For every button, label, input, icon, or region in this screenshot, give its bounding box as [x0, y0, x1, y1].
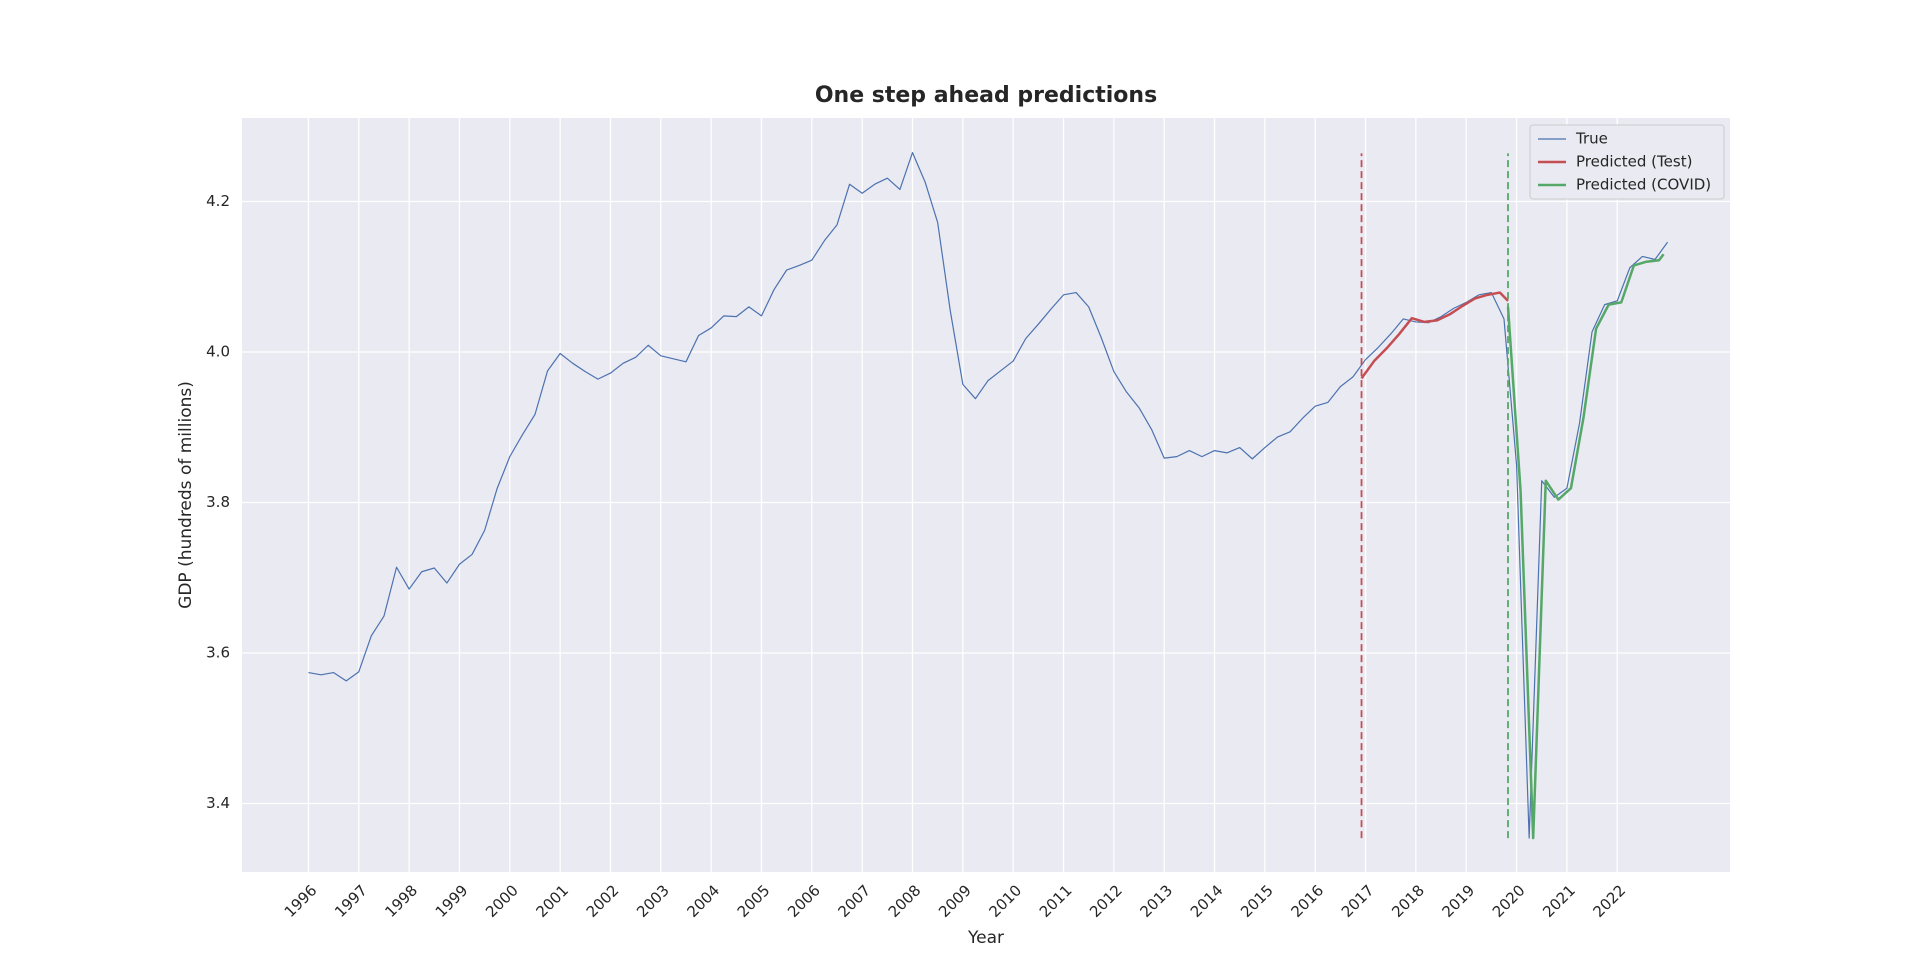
legend: True Predicted (Test) Predicted (COVID) — [1529, 124, 1725, 200]
y-tick-label: 3.6 — [206, 644, 230, 662]
plot — [308, 152, 1669, 840]
series-line — [308, 152, 1669, 839]
y-tick-label: 4.0 — [206, 343, 230, 361]
x-tick-label: 2016 — [1287, 881, 1327, 921]
x-tick-label: 2000 — [482, 881, 522, 921]
grid — [242, 118, 1730, 872]
x-tick-label: 2022 — [1590, 881, 1630, 921]
y-tick-label: 3.8 — [206, 493, 230, 511]
legend-box — [1529, 124, 1725, 200]
x-tick-label: 2004 — [683, 881, 723, 921]
y-axis-label: GDP (hundreds of millions) — [176, 381, 196, 609]
plot-area — [242, 118, 1730, 872]
x-tick-label: 2001 — [532, 881, 572, 921]
x-tick-label: 1998 — [381, 881, 421, 921]
x-tick-label: 2002 — [583, 881, 623, 921]
x-tick-label: 2007 — [834, 881, 874, 921]
x-tick-label: 2020 — [1489, 881, 1529, 921]
y-tick-label: 4.2 — [206, 192, 230, 210]
x-tick-label: 2003 — [633, 881, 673, 921]
x-tick-label: 2010 — [985, 881, 1025, 921]
x-tick-label: 2018 — [1388, 881, 1428, 921]
x-axis-label: Year — [967, 928, 1004, 948]
series-line — [1506, 253, 1665, 840]
x-tick-label: 1996 — [281, 881, 321, 921]
x-tick-label: 2019 — [1439, 881, 1479, 921]
y-tick-label: 3.4 — [206, 794, 230, 812]
x-tick-label: 2011 — [1036, 881, 1076, 921]
x-tick-label: 2017 — [1338, 881, 1378, 921]
x-tick-label: 2008 — [885, 881, 925, 921]
x-tick-label: 2006 — [784, 881, 824, 921]
legend-label: True — [1575, 130, 1608, 148]
legend-label: Predicted (COVID) — [1576, 176, 1711, 194]
x-tick-label: 2012 — [1086, 881, 1126, 921]
chart-title: One step ahead predictions — [815, 83, 1157, 108]
x-tick-label: 2009 — [935, 881, 975, 921]
x-tick-label: 2013 — [1136, 881, 1176, 921]
x-tick-label: 1997 — [331, 881, 371, 921]
x-tick-label: 2005 — [734, 881, 774, 921]
x-tick-label: 2021 — [1539, 881, 1579, 921]
legend-label: Predicted (Test) — [1576, 153, 1692, 171]
x-tick-label: 2014 — [1187, 881, 1227, 921]
series-line — [1360, 291, 1509, 380]
x-tick-label: 2015 — [1237, 881, 1277, 921]
x-tick-label: 1999 — [432, 881, 472, 921]
